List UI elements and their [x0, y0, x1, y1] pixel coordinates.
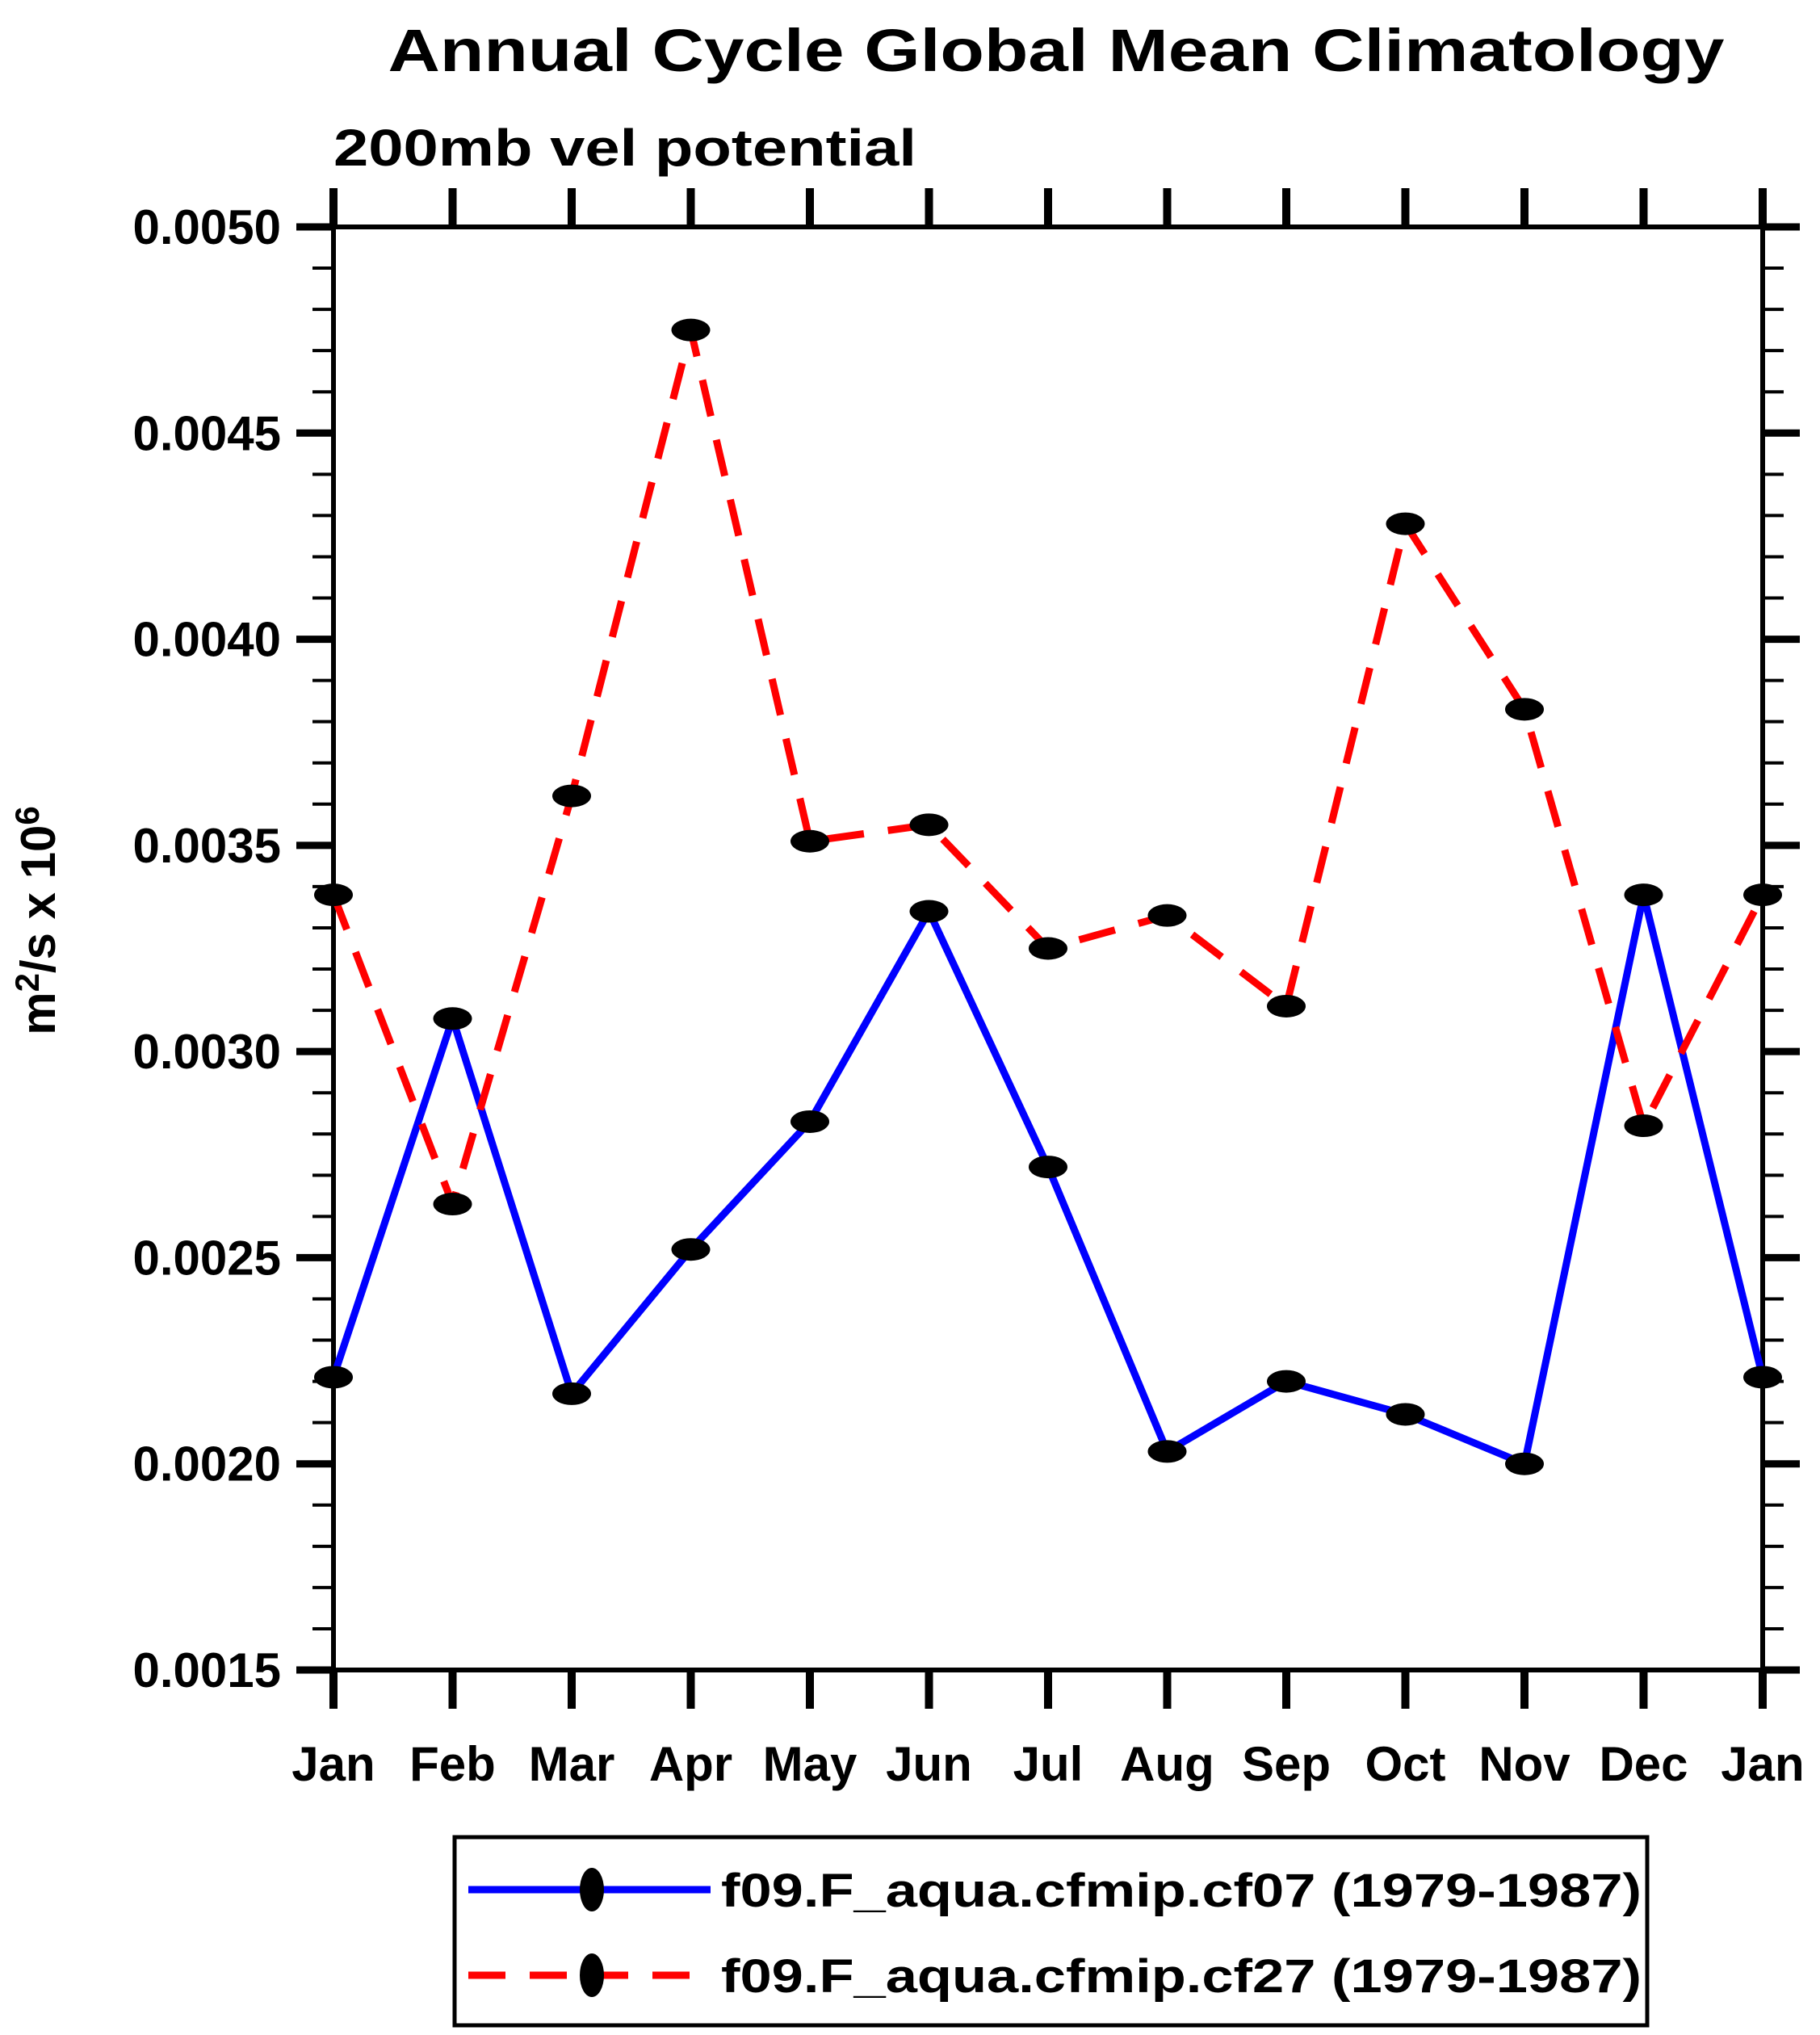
y-tick-label: 0.0015 [132, 1643, 281, 1697]
x-tick-label: Jun [886, 1737, 972, 1791]
data-point-marker [1743, 883, 1782, 907]
y-tick-label: 0.0035 [132, 819, 281, 873]
data-point-marker [1505, 698, 1544, 721]
x-tick-label: Oct [1365, 1737, 1445, 1791]
legend-box [452, 1835, 1650, 2028]
data-point-marker [909, 900, 949, 923]
data-point-marker [314, 1366, 353, 1389]
data-point-marker [1267, 994, 1306, 1018]
x-tick-label: Feb [409, 1737, 496, 1791]
x-tick-label: Nov [1478, 1737, 1570, 1791]
data-point-marker [1624, 1114, 1663, 1138]
x-tick-label: Jul [1013, 1737, 1084, 1791]
legend-label-1: f09.F_aqua.cfmip.cf27 (1979-1987) [721, 1950, 1642, 2003]
legend-marker-1 [580, 1953, 604, 1997]
data-point-marker [552, 784, 591, 808]
data-point-marker [1147, 904, 1187, 927]
y-tick-label: 0.0050 [132, 200, 281, 254]
data-point-marker [1505, 1452, 1544, 1475]
y-tick-label: 0.0020 [132, 1437, 281, 1492]
data-point-marker [671, 318, 711, 342]
data-point-marker [790, 829, 829, 853]
axes [296, 188, 1800, 1709]
data-point-marker [1029, 1156, 1067, 1179]
data-point-marker [1624, 883, 1663, 907]
data-point-marker [1147, 1440, 1187, 1463]
legend-label-0: f09.F_aqua.cfmip.cf07 (1979-1987) [721, 1865, 1642, 1917]
data-point-marker [433, 1007, 472, 1030]
chart-title: Annual Cycle Global Mean Climatology [388, 17, 1725, 84]
x-tick-label: Aug [1120, 1737, 1214, 1791]
x-tick-label: Mar [529, 1737, 615, 1791]
data-point-marker [1267, 1370, 1306, 1393]
data-point-marker [671, 1238, 711, 1261]
data-point-marker [1029, 937, 1067, 960]
x-tick-label: Sep [1242, 1737, 1331, 1791]
data-point-marker [790, 1110, 829, 1133]
legend-marker-0 [580, 1868, 604, 1911]
data-point-marker [314, 883, 353, 907]
data-point-marker [1386, 1403, 1425, 1426]
y-axis-label: m2/s x 106 [8, 806, 65, 1035]
y-tick-label: 0.0030 [132, 1025, 281, 1079]
data-point-marker [433, 1193, 472, 1216]
chart-subtitle: 200mb vel potential [333, 119, 916, 177]
data-point-marker [1386, 512, 1425, 535]
x-tick-label: Jan [1721, 1737, 1804, 1791]
x-tick-label: Apr [649, 1737, 732, 1791]
data-point-marker [909, 813, 949, 837]
x-tick-label: Dec [1599, 1737, 1688, 1791]
legend: f09.F_aqua.cfmip.cf07 (1979-1987) f09.F_a… [452, 1835, 1650, 2028]
x-tick-label: May [763, 1737, 858, 1791]
data-point-marker [552, 1382, 591, 1405]
y-tick-label: 0.0045 [132, 406, 281, 460]
y-tick-label: 0.0040 [132, 613, 281, 667]
x-tick-label: Jan [291, 1737, 375, 1791]
y-tick-label: 0.0025 [132, 1231, 281, 1285]
data-point-marker [1743, 1366, 1782, 1389]
